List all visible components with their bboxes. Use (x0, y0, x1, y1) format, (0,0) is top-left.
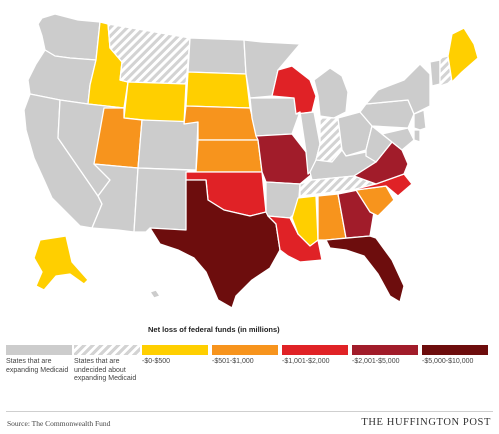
legend-title: Net loss of federal funds (in millions) (148, 325, 280, 334)
brand-wordmark: THE HUFFINGTON POST (361, 417, 491, 428)
state-iowa (249, 97, 301, 137)
state-maine (447, 27, 479, 83)
us-medicaid-map (23, 13, 479, 309)
state-wyoming (123, 81, 187, 125)
state-south-dakota (185, 71, 251, 109)
state-louisiana (267, 215, 323, 263)
state-florida (325, 235, 405, 303)
legend-swatch-tier5 (422, 345, 488, 355)
legend-swatch-tier4 (352, 345, 418, 355)
state-north-dakota (187, 37, 247, 75)
legend-swatch-tier2 (212, 345, 278, 355)
state-michigan (313, 67, 349, 119)
legend-label-tier2: -$501-$1,000 (212, 358, 254, 365)
state-alaska (33, 235, 89, 291)
state-montana (107, 23, 191, 85)
state-missouri (255, 133, 313, 185)
legend-label-tier5: -$5,000-$10,000 (422, 358, 474, 365)
footer-divider (6, 411, 493, 412)
state-delaware (413, 129, 421, 143)
state-hawaii (149, 289, 161, 299)
legend-swatch-tier1 (142, 345, 208, 355)
legend-swatch-expanding (6, 345, 72, 355)
state-maryland (381, 127, 415, 151)
state-colorado (137, 119, 199, 171)
source-note: Source: The Commonwealth Fund (7, 419, 111, 428)
legend-label-tier4: -$2,001-$5,000 (352, 358, 400, 365)
state-new-york (365, 63, 431, 115)
state-texas (149, 179, 281, 309)
legend-swatch-undecided (74, 345, 140, 355)
state-new-mexico (133, 167, 189, 233)
state-new-jersey (413, 109, 427, 131)
legend-label-tier3: -$1,001-$2,000 (282, 358, 330, 365)
legend-label-undecided: States that are undecided about expandin… (74, 358, 137, 382)
state-vermont (429, 59, 441, 87)
state-kansas (195, 139, 263, 173)
legend-label-tier1: -$0-$500 (142, 358, 171, 365)
state-mississippi (291, 195, 319, 247)
legend-label-expanding: States that are expanding Medicaid (6, 358, 69, 374)
legend-swatch-tier3 (282, 345, 348, 355)
